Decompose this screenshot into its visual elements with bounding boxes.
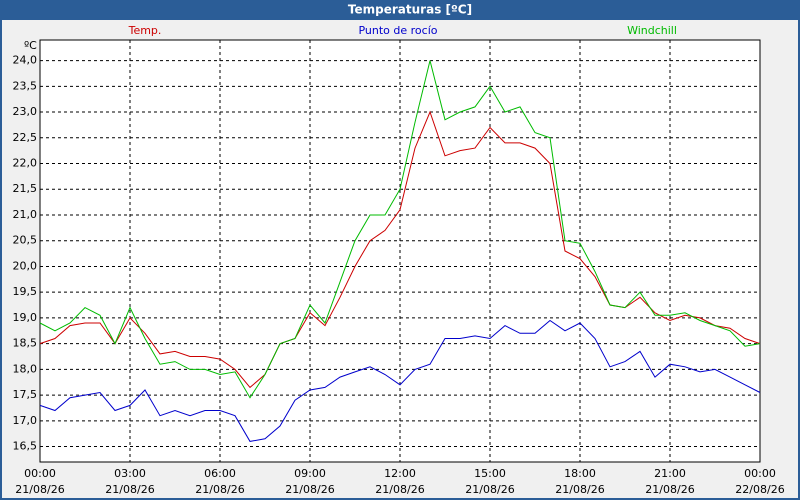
x-tick-label: 06:00 (204, 467, 236, 480)
y-tick-label: 22,5 (13, 131, 38, 144)
x-tick-date: 21/08/26 (375, 483, 424, 496)
y-tick-label: 18,5 (13, 337, 38, 350)
series-line (39, 110, 761, 389)
y-tick-label: 22,0 (13, 157, 38, 170)
x-tick-date: 21/08/26 (285, 483, 334, 496)
plot-border (39, 39, 761, 463)
title-bar (0, 0, 800, 20)
y-tick-label: 18,0 (13, 362, 38, 375)
y-tick-label: 21,0 (13, 208, 38, 221)
x-tick-date: 21/08/26 (465, 483, 514, 496)
x-tick-date: 21/08/26 (555, 483, 604, 496)
x-tick-label: 00:00 (744, 467, 776, 480)
y-tick-label: 17,5 (13, 388, 38, 401)
x-tick-date: 21/08/26 (15, 483, 64, 496)
x-tick-label: 15:00 (474, 467, 506, 480)
legend-label: Punto de rocío (358, 24, 437, 37)
y-tick-label: 19,5 (13, 285, 38, 298)
x-tick-label: 03:00 (114, 467, 146, 480)
chart-title: Temperaturas [ºC] (348, 3, 472, 17)
legend-label: Windchill (627, 24, 677, 37)
x-tick-label: 00:00 (24, 467, 56, 480)
x-tick-date: 21/08/26 (645, 483, 694, 496)
y-tick-label: 17,0 (13, 414, 38, 427)
y-tick-label: 20,5 (13, 234, 38, 247)
y-tick-label: 20,0 (13, 259, 38, 272)
y-unit: ºC (24, 39, 37, 52)
y-tick-label: 23,5 (13, 79, 38, 92)
x-tick-label: 21:00 (654, 467, 686, 480)
y-tick-label: 24,0 (13, 54, 38, 67)
x-tick-date: 21/08/26 (105, 483, 154, 496)
series-line (39, 60, 761, 399)
y-tick-label: 21,5 (13, 182, 38, 195)
x-tick-label: 18:00 (564, 467, 596, 480)
legend-label: Temp. (128, 24, 162, 37)
series-line (39, 319, 761, 442)
x-tick-date: 22/08/26 (735, 483, 784, 496)
x-tick-label: 09:00 (294, 467, 326, 480)
x-tick-label: 12:00 (384, 467, 416, 480)
y-tick-label: 16,5 (13, 440, 38, 453)
y-tick-label: 19,0 (13, 311, 38, 324)
y-tick-label: 23,0 (13, 105, 38, 118)
x-tick-date: 21/08/26 (195, 483, 244, 496)
